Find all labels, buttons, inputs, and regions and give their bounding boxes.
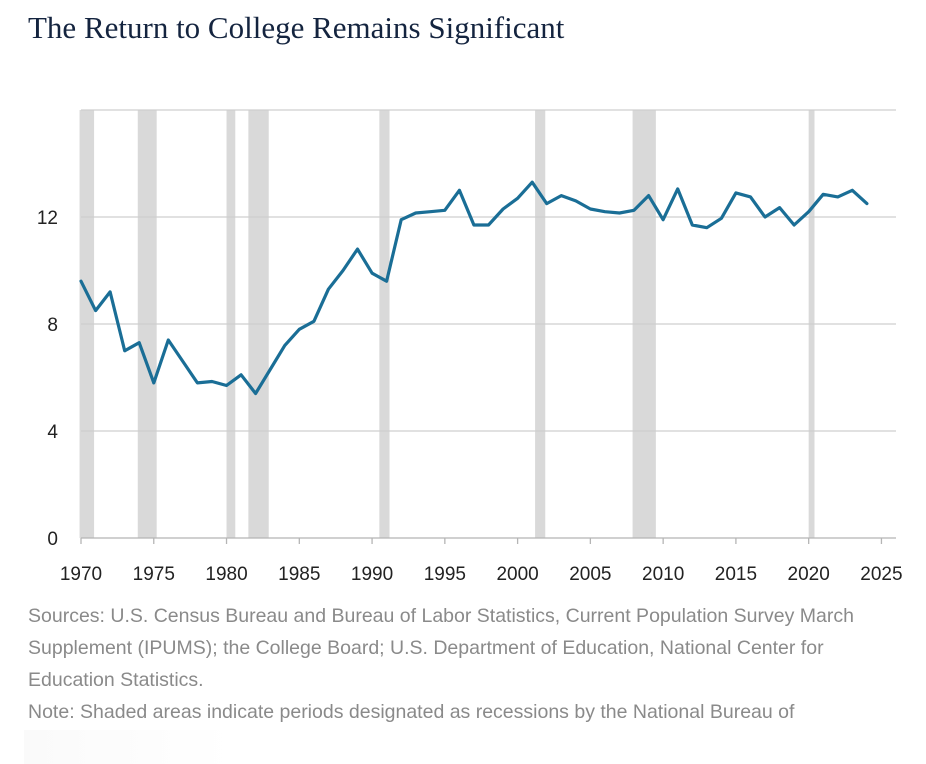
x-axis — [81, 538, 896, 544]
y-tick-label-0: 0 — [47, 529, 58, 550]
data-point-2011 — [676, 188, 678, 190]
y-tick-label-4: 4 — [47, 422, 58, 443]
series-layer — [80, 181, 868, 395]
data-point-1980 — [225, 384, 227, 386]
data-point-2004 — [575, 200, 577, 202]
data-point-2019 — [793, 224, 795, 226]
data-point-1987 — [327, 288, 329, 290]
data-point-1992 — [400, 218, 402, 220]
data-point-1982 — [254, 392, 256, 394]
data-point-1990 — [371, 272, 373, 274]
x-tick-label-1970: 1970 — [60, 564, 102, 585]
data-point-1977 — [182, 360, 184, 362]
data-point-1975 — [153, 382, 155, 384]
data-point-1974 — [138, 342, 140, 344]
x-tick-label-2000: 2000 — [496, 564, 538, 585]
x-tick-label-1975: 1975 — [133, 564, 175, 585]
chart-notes: Sources: U.S. Census Bureau and Bureau o… — [28, 600, 908, 728]
bottom-fade — [24, 730, 234, 764]
data-point-2005 — [589, 208, 591, 210]
data-point-1991 — [385, 280, 387, 282]
data-point-1973 — [123, 350, 125, 352]
line-chart: 0 4 8 12 1970 1975 1980 1985 1990 1995 2000 2005 20… — [0, 90, 926, 590]
data-point-2001 — [531, 181, 533, 183]
data-point-2024 — [866, 202, 868, 204]
data-point-2018 — [778, 206, 780, 208]
data-point-1981 — [240, 374, 242, 376]
data-point-2012 — [691, 224, 693, 226]
data-point-1979 — [211, 380, 213, 382]
data-point-2009 — [647, 194, 649, 196]
x-tick-label-2005: 2005 — [569, 564, 611, 585]
data-point-2023 — [851, 189, 853, 191]
data-point-1971 — [94, 309, 96, 311]
data-point-2000 — [516, 197, 518, 199]
x-tick-label-1995: 1995 — [424, 564, 466, 585]
data-point-2007 — [618, 212, 620, 214]
data-point-1989 — [356, 248, 358, 250]
data-point-1984 — [284, 344, 286, 346]
data-point-1972 — [109, 291, 111, 293]
data-point-1993 — [415, 212, 417, 214]
x-tick-label-2015: 2015 — [715, 564, 757, 585]
data-point-2022 — [837, 196, 839, 198]
x-tick-label-1985: 1985 — [278, 564, 320, 585]
data-point-2021 — [822, 193, 824, 195]
y-axis-tick-labels: 0 4 8 12 — [37, 208, 59, 550]
data-point-1996 — [458, 189, 460, 191]
data-point-1983 — [269, 368, 271, 370]
data-point-1999 — [502, 208, 504, 210]
data-point-1994 — [429, 210, 431, 212]
data-point-1976 — [167, 339, 169, 341]
data-point-2020 — [807, 210, 809, 212]
note-text: Note: Shaded areas indicate periods desi… — [28, 696, 908, 728]
data-point-2016 — [749, 196, 751, 198]
data-point-2013 — [706, 227, 708, 229]
sources-text: Sources: U.S. Census Bureau and Bureau o… — [28, 600, 908, 696]
x-tick-label-2010: 2010 — [642, 564, 684, 585]
data-point-2002 — [546, 202, 548, 204]
data-point-1970 — [80, 280, 82, 282]
data-point-1986 — [313, 320, 315, 322]
data-point-1985 — [298, 328, 300, 330]
data-point-2010 — [662, 218, 664, 220]
data-point-1988 — [342, 269, 344, 271]
data-point-2008 — [633, 209, 635, 211]
data-point-2003 — [560, 194, 562, 196]
data-point-1978 — [196, 382, 198, 384]
data-point-2015 — [735, 192, 737, 194]
data-point-1995 — [444, 209, 446, 211]
data-point-1998 — [487, 224, 489, 226]
x-tick-label-1980: 1980 — [205, 564, 247, 585]
y-tick-label-12: 12 — [37, 208, 58, 229]
x-tick-label-1990: 1990 — [351, 564, 393, 585]
page-title: The Return to College Remains Significan… — [28, 10, 564, 46]
x-tick-label-2025: 2025 — [860, 564, 902, 585]
series-line-0 — [81, 182, 867, 393]
y-tick-label-8: 8 — [47, 315, 58, 336]
data-point-2014 — [720, 217, 722, 219]
data-point-2006 — [604, 210, 606, 212]
data-point-1997 — [473, 224, 475, 226]
data-point-2017 — [764, 216, 766, 218]
x-tick-label-2020: 2020 — [788, 564, 830, 585]
x-axis-tick-labels: 1970 1975 1980 1985 1990 1995 2000 2005 2010 2015… — [60, 564, 903, 585]
